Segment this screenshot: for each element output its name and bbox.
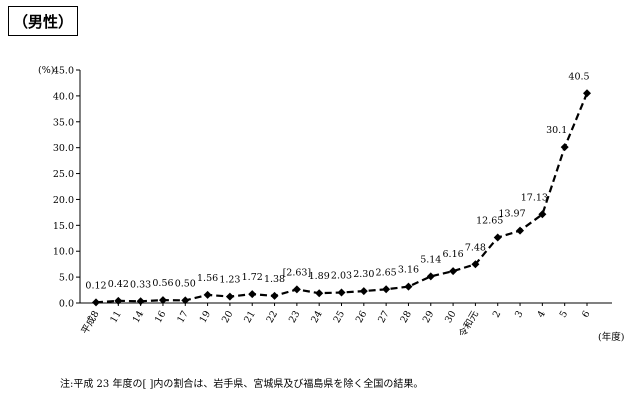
y-tick-label: 10.0 [53,247,74,258]
data-label: 6.16 [443,249,464,260]
data-label: 2.30 [353,269,374,280]
y-tick-label: 15.0 [53,221,74,232]
x-tick-label: 29 [421,309,437,325]
x-tick-label: 21 [242,309,258,325]
data-label: 1.89 [309,271,330,282]
data-point [203,290,212,299]
x-tick-label: 5 [558,309,571,320]
data-label: 1.72 [242,272,263,283]
x-tick-label: 27 [376,309,392,325]
data-point [382,285,391,294]
gender-label: （男性） [8,6,78,36]
x-tick-label: 4 [535,309,548,320]
data-label: 40.5 [568,71,589,82]
data-point [404,282,413,291]
data-point [136,297,145,306]
data-label: 2.03 [331,270,352,281]
data-point [560,143,569,152]
x-tick-label: 2 [491,309,504,320]
x-axis-label: (年度) [598,331,624,343]
x-tick-label: 30 [443,309,459,325]
y-tick-labels: 0.0 5.0 10.0 15.0 20.0 25.0 30.0 35.0 40.0 45.0 [53,66,74,310]
data-label: 1.38 [264,274,285,285]
data-label: 0.33 [130,279,151,290]
y-axis-label: (%) [38,65,54,76]
data-point [158,296,167,305]
chart-axes [76,69,612,306]
y-tick-label: 25.0 [53,169,74,180]
x-tick-label: 6 [580,309,593,320]
data-label: [2.63] [283,267,312,278]
y-tick-label: 5.0 [59,273,74,284]
data-label: 0.42 [108,279,129,290]
x-tick-label: 14 [131,309,147,325]
data-label: 0.56 [152,278,173,289]
x-tick-label: 16 [153,309,169,325]
y-tick-label: 40.0 [53,91,74,102]
x-tick-label: 22 [265,309,281,325]
x-tick-label: 令和元 [456,308,481,339]
data-point [114,296,123,305]
data-point [426,272,435,281]
y-tick-label: 0.0 [59,299,74,310]
data-label: 0.12 [85,280,106,291]
data-label: 2.65 [376,267,397,278]
y-tick-label: 20.0 [53,195,74,206]
x-tick-label: 25 [332,309,348,325]
data-point [493,233,502,242]
data-label: 5.14 [420,254,441,265]
data-labels: 0.12 0.42 0.33 0.56 0.50 1.56 1.23 1.72 1.38[2.6… [85,71,589,291]
footnote: 注:平成 23 年度の[ ]内の割合は、岩手県、宮城県及び福島県を除く全国の結果… [60,379,424,390]
x-tick-label: 11 [108,309,124,325]
data-label: 30.1 [546,125,567,136]
data-point [225,292,234,301]
data-label: 1.23 [219,275,240,286]
data-point [471,260,480,269]
y-tick-label: 35.0 [53,117,74,128]
data-point [181,296,190,305]
x-tick-label: 19 [198,309,214,325]
data-label: 7.48 [465,242,486,253]
data-point [359,287,368,296]
data-points [92,89,591,307]
x-tick-label: 3 [513,309,526,320]
x-tick-label: 平成8 [79,309,102,337]
data-point [315,289,324,298]
y-tick-label: 45.0 [53,66,74,77]
y-tick-label: 30.0 [53,143,74,154]
data-label: 0.50 [175,278,196,289]
data-label: 1.56 [197,273,218,284]
x-tick-label: 20 [220,309,236,325]
x-tick-label: 24 [309,309,325,325]
data-point [538,210,547,219]
data-point [583,89,591,98]
data-label: 13.97 [498,209,525,220]
data-point [337,288,346,297]
x-tick-label: 28 [398,309,414,325]
x-tick-label: 17 [175,309,191,325]
x-tick-label: 23 [287,309,303,325]
data-point [292,285,301,294]
x-tick-label: 26 [354,309,370,325]
data-point [449,267,458,276]
data-point [516,226,525,235]
data-point [92,298,100,307]
data-label: 3.16 [398,265,419,276]
data-point [270,291,279,300]
data-label: 12.65 [476,216,503,227]
data-label: 17.13 [521,192,548,203]
data-point [248,290,257,299]
